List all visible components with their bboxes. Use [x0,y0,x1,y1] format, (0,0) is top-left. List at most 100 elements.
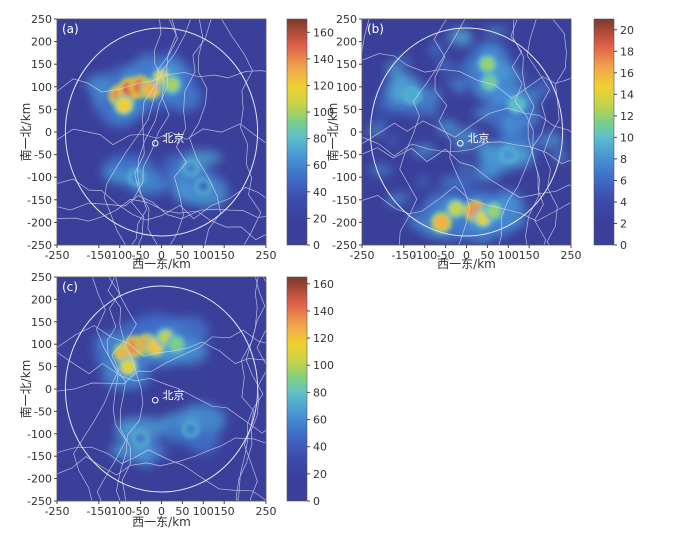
y-tick-label: 100 [31,338,52,351]
y-tick-label: 100 [31,81,52,94]
boundary-lines [57,277,266,501]
y-tick-label: -100 [332,171,357,184]
y-tick-label: 0 [45,383,52,396]
y-axis-label: 南一北/km [18,360,33,419]
colorbar-tick-label: 4 [620,196,627,209]
x-tick-label: -150 [391,249,416,262]
colorbar-tick-label: 140 [313,305,334,318]
colorbar-tick-label: 80 [313,133,327,146]
y-tick-label: 200 [31,293,52,306]
y-tick-label: 150 [31,58,52,71]
colorbar-tick-label: 20 [620,24,634,37]
y-tick-label: -100 [27,171,52,184]
colorbar-tick-label: 120 [313,332,334,345]
city-label: 北京 [162,131,184,145]
y-tick-label: -250 [27,239,52,252]
colorbar-tick-label: 40 [313,186,327,199]
x-tick-label: 250 [561,249,582,262]
x-tick-label: 100 [193,249,214,262]
panel-b: 北京(b)-250 -150-100 -50 0 50 100 150 25025020015… [325,13,634,271]
panel-tag: (b) [367,22,384,36]
y-tick-label: -50 [339,149,357,162]
boundary-lines [57,19,266,245]
colorbar-tick-label: 40 [313,441,327,454]
y-tick-label: -150 [27,450,52,463]
y-tick-label: -150 [27,194,52,207]
colorbar [286,276,308,502]
colorbar-tick-label: 2 [620,217,627,230]
y-tick-label: 0 [45,126,52,139]
x-tick-label: 50 [175,249,189,262]
x-tick-label: -50 [437,249,455,262]
range-ring [369,27,564,237]
hotspot [165,77,179,92]
y-tick-label: 150 [31,316,52,329]
colorbar-tick-label: 60 [313,159,327,172]
hotspot [134,432,147,444]
x-tick-label: 50 [175,505,189,518]
colorbar [286,18,308,246]
colorbar-tick-label: 20 [313,212,327,225]
x-tick-label: 50 [480,249,494,262]
y-tick-label: 50 [343,103,357,116]
hotspot [197,180,209,192]
y-tick-label: -200 [332,216,357,229]
y-tick-label: 100 [336,81,357,94]
colorbar-tick-label: 0 [313,239,320,252]
x-tick-label: -100 [412,249,437,262]
colorbar-tick-label: 100 [313,359,334,372]
x-tick-label: 0 [158,249,165,262]
y-tick-label: 250 [336,13,357,26]
x-tick-label: 250 [256,249,277,262]
y-tick-label: -50 [34,149,52,162]
hotspot [482,75,497,89]
x-tick-label: -250 [45,249,70,262]
plot-area [57,19,266,245]
y-tick-label: -100 [27,428,52,441]
x-tick-label: 150 [214,505,235,518]
hotspot [120,359,136,374]
range-ring [64,285,259,493]
y-tick-label: 50 [38,103,52,116]
x-tick-label: 250 [256,505,277,518]
x-axis-label: 西一东/km [437,257,496,271]
x-axis-label: 西一东/km [132,257,191,271]
hotspot [130,171,143,183]
colorbar-tick-label: 140 [313,53,334,66]
colorbar-tick-label: 160 [313,278,334,291]
x-axis-label: 西一东/km [132,515,191,529]
panel-a: 北京(a)-250 -150-100 -50 0 50 100 150 25025020015… [18,13,334,271]
colorbar-tick-label: 18 [620,45,634,58]
colorbar-tick-label: 80 [313,386,327,399]
radar-site-marker [151,140,159,147]
y-tick-label: 0 [350,126,357,139]
x-tick-label: -50 [132,249,150,262]
colorbar-tick-label: 120 [313,79,334,92]
city-label: 北京 [162,388,184,402]
hotspot [184,162,197,174]
panel-c: 北京(c)-250 -150-100 -50 0 50 100 150 25025020015… [18,271,334,529]
colorbar-tick-label: 6 [620,174,627,187]
range-ring [64,27,259,237]
y-tick-label: 200 [31,36,52,49]
colorbar-tick-label: 100 [313,106,334,119]
x-tick-label: -100 [107,505,132,518]
y-tick-label: -250 [27,495,52,508]
hotspot [169,337,183,351]
hotspot [433,214,450,231]
x-tick-label: 100 [193,505,214,518]
y-tick-label: -200 [27,473,52,486]
city-label: 北京 [467,131,489,145]
colorbar-tick-label: 14 [620,88,634,101]
x-tick-label: -250 [45,505,70,518]
y-tick-label: 250 [31,271,52,284]
y-tick-label: -150 [332,194,357,207]
colorbar-tick-label: 8 [620,153,627,166]
colorbar-tick-label: 160 [313,26,334,39]
y-tick-label: 250 [31,13,52,26]
hotspot [116,97,132,113]
y-tick-label: -50 [34,405,52,418]
x-tick-label: -150 [86,505,111,518]
x-tick-label: -100 [107,249,132,262]
